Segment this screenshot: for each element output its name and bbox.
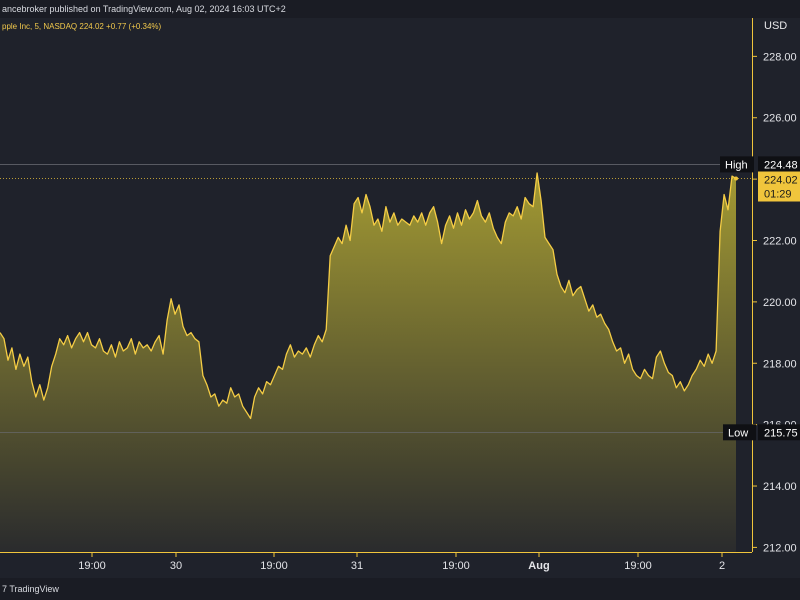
time-tick-label: 19:00: [260, 560, 288, 572]
price-chart[interactable]: 212.00214.00216.00218.00220.00222.00224.…: [0, 18, 800, 578]
high-label-box: [720, 156, 754, 173]
price-line: [0, 172, 737, 420]
last-price-box: [758, 171, 800, 202]
low-value-text: 215.75: [764, 427, 798, 439]
price-tick-label: 218.00: [763, 358, 797, 370]
currency-label[interactable]: USD: [764, 20, 788, 32]
price-tick-label: 228.00: [763, 51, 797, 63]
price-tick-label: 212.00: [763, 542, 797, 554]
price-tick-label: 226.00: [763, 113, 797, 125]
low-label-text: Low: [728, 427, 748, 439]
last-price-dot: [734, 176, 738, 181]
price-tick-label: 220.00: [763, 297, 797, 309]
time-tick-label: 19:00: [78, 560, 106, 572]
time-tick-label: 19:00: [624, 560, 652, 572]
bar-countdown-text: 01:29: [764, 189, 792, 201]
time-tick-label: Aug: [528, 560, 549, 572]
high-value-text: 224.48: [764, 159, 798, 171]
time-tick-label: 2: [719, 560, 725, 572]
time-tick-label: 30: [170, 560, 182, 572]
high-value-box: [758, 156, 800, 173]
low-value-box: [758, 424, 800, 441]
footer-bar: 7 TradingView: [0, 578, 800, 600]
published-info: ancebroker published on TradingView.com,…: [2, 4, 286, 14]
price-tick-label: 222.00: [763, 236, 797, 248]
price-area-fill: [0, 173, 736, 552]
tradingview-logo: 7 TradingView: [2, 584, 59, 594]
low-label-box: [723, 424, 756, 441]
price-tick-label: 214.00: [763, 481, 797, 493]
symbol-legend: pple Inc, 5, NASDAQ 224.02 +0.77 (+0.34%…: [2, 22, 162, 31]
last-price-text: 224.02: [764, 175, 798, 187]
time-tick-label: 19:00: [442, 560, 470, 572]
time-tick-label: 31: [351, 560, 363, 572]
publisher-bar: ancebroker published on TradingView.com,…: [0, 0, 800, 18]
high-label-text: High: [725, 159, 748, 171]
